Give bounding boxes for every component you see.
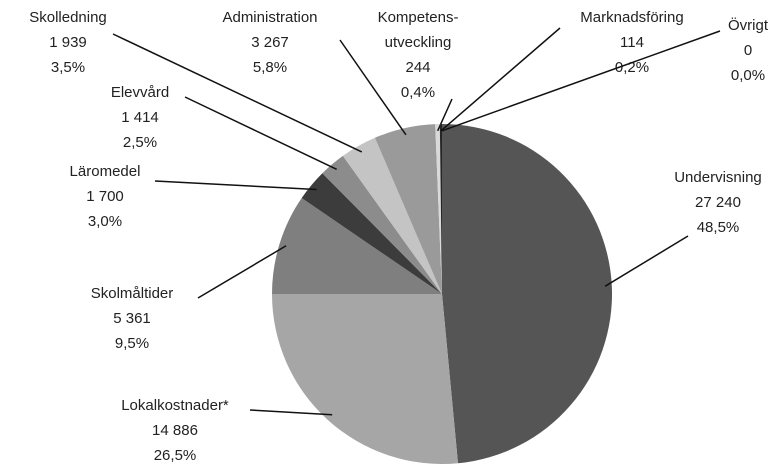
slice-name: Administration bbox=[222, 9, 317, 26]
slice-value: 5 361 bbox=[113, 310, 151, 327]
pie-slice bbox=[322, 155, 442, 294]
slice-value: 14 886 bbox=[152, 422, 198, 439]
leader-line bbox=[441, 30, 721, 132]
slice-name: Marknadsföring bbox=[580, 9, 683, 26]
pie-slice bbox=[272, 198, 442, 294]
slice-name: Övrigt bbox=[728, 16, 769, 34]
slice-percent: 26,5% bbox=[154, 447, 197, 464]
slice-value: 3 267 bbox=[251, 34, 289, 51]
leader-line bbox=[604, 235, 689, 287]
slice-value: 114 bbox=[620, 34, 644, 51]
slice-name: Skolmåltider bbox=[91, 285, 174, 302]
leader-line bbox=[154, 180, 317, 191]
leader-line bbox=[339, 39, 407, 136]
slice-percent: 0,2% bbox=[615, 59, 649, 76]
leader-line bbox=[184, 96, 337, 171]
pie-slice bbox=[342, 137, 442, 294]
pie-slice bbox=[439, 124, 442, 294]
slice-percent: 0,4% bbox=[401, 84, 435, 101]
slice-name: Kompetens-utveckling bbox=[378, 9, 459, 51]
pie-slice bbox=[442, 124, 612, 464]
slice-percent: 9,5% bbox=[115, 335, 149, 352]
slice-name: Elevvård bbox=[111, 84, 169, 101]
slice-percent: 3,5% bbox=[51, 59, 85, 76]
pie-slice bbox=[272, 293, 458, 464]
pie-slice bbox=[301, 173, 442, 294]
slice-name: Skolledning bbox=[29, 9, 107, 26]
slice-value: 27 240 bbox=[695, 194, 741, 211]
slice-value: 1 939 bbox=[49, 34, 87, 51]
slice-percent: 5,8% bbox=[253, 59, 287, 76]
slice-percent: 2,5% bbox=[123, 134, 157, 151]
leader-line bbox=[249, 409, 333, 416]
slice-value: 0 bbox=[744, 42, 752, 59]
slice-percent: 48,5% bbox=[697, 219, 740, 236]
slice-percent: 3,0% bbox=[88, 213, 122, 230]
leader-line bbox=[112, 33, 363, 153]
slice-value: 244 bbox=[405, 59, 430, 76]
slice-name: Läromedel bbox=[70, 163, 141, 180]
leader-line bbox=[440, 27, 561, 132]
slice-name: Lokalkostnader* bbox=[121, 397, 229, 414]
slice-name: Undervisning bbox=[674, 169, 762, 186]
slice-percent: 0,0% bbox=[731, 67, 765, 84]
pie-slice bbox=[435, 124, 442, 294]
slice-value: 1 700 bbox=[86, 188, 124, 205]
pie-slice bbox=[374, 124, 442, 294]
slice-value: 1 414 bbox=[121, 109, 159, 126]
leader-line bbox=[197, 245, 287, 299]
